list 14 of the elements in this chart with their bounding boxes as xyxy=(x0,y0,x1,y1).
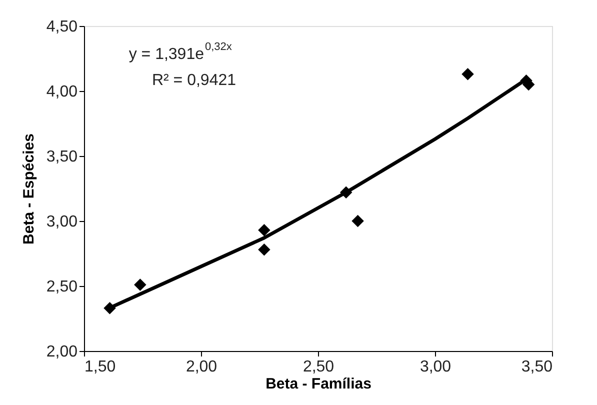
x-tick-label: 2,00 xyxy=(186,358,218,376)
annotation: R² = 0,9421 xyxy=(152,72,236,89)
y-axis-title: Beta - Espécies xyxy=(20,134,38,244)
y-tick-label: 4,00 xyxy=(46,84,78,100)
x-axis-title: Beta - Famílias xyxy=(266,376,372,392)
y-tick-label: 2,00 xyxy=(46,344,78,360)
x-tick-label: 3,50 xyxy=(521,358,553,376)
y-tick-label: 3,00 xyxy=(46,214,78,230)
x-tick-label: 1,50 xyxy=(84,358,116,376)
y-tick-label: 4,50 xyxy=(46,18,78,36)
y-tick-label: 3,50 xyxy=(46,148,78,166)
x-tick-label: 2,50 xyxy=(302,358,334,376)
y-tick-label: 2,50 xyxy=(46,278,78,296)
x-tick-label: 3,00 xyxy=(420,358,452,376)
